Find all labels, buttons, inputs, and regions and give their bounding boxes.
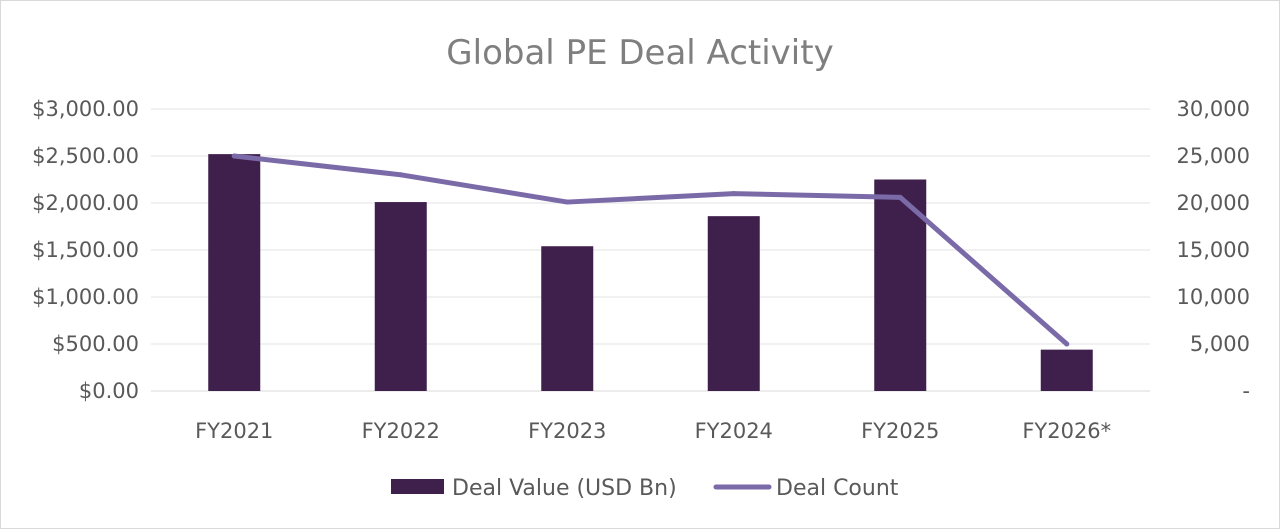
bar-deal-value [541,246,594,391]
left-tick-label: $2,000.00 [32,191,139,215]
right-tick-label: 15,000 [1177,238,1250,262]
deal-count-line [231,153,1070,347]
right-tick-label: 25,000 [1177,144,1250,168]
bar-deal-value [208,154,261,391]
bar-deal-value [374,202,427,391]
gridlines [151,108,1150,392]
legend-swatch-deal-value [391,479,444,494]
left-tick-label: $500.00 [52,332,139,356]
right-tick-label: - [1242,379,1250,403]
x-tick-label: FY2026* [1022,419,1111,443]
left-tick-label: $3,000.00 [32,97,139,121]
legend-label-deal-value: Deal Value (USD Bn) [452,476,677,501]
right-tick-label: 5,000 [1190,332,1250,356]
legend: Deal Value (USD Bn) Deal Count [391,476,899,501]
deal-count-point [731,191,737,197]
x-axis: FY2021 FY2022 FY2023 FY2024 FY2025 FY2026* [195,419,1111,443]
deal-count-point [1064,341,1070,347]
x-tick-label: FY2022 [362,419,440,443]
right-axis: - 5,000 10,000 15,000 20,000 25,000 30,000 [1177,97,1250,403]
right-tick-label: 10,000 [1177,285,1250,309]
left-tick-label: $1,500.00 [32,238,139,262]
x-tick-label: FY2023 [528,419,606,443]
x-tick-label: FY2021 [195,419,273,443]
chart-title: Global PE Deal Activity [446,33,833,73]
left-tick-label: $0.00 [79,379,139,403]
bars [208,154,1093,391]
left-axis: $0.00 $500.00 $1,000.00 $1,500.00 $2,000.00 $… [32,97,139,403]
bar-deal-value [707,216,760,391]
deal-count-line-group [231,153,1070,347]
deal-count-point [564,199,570,205]
deal-count-point [398,172,404,178]
x-tick-label: FY2025 [861,419,939,443]
bar-deal-value [1040,349,1093,391]
x-tick-label: FY2024 [695,419,773,443]
right-tick-label: 20,000 [1177,191,1250,215]
left-tick-label: $1,000.00 [32,285,139,309]
deal-count-point [897,194,903,200]
left-tick-label: $2,500.00 [32,144,139,168]
deal-count-point [231,153,237,159]
right-tick-label: 30,000 [1177,97,1250,121]
legend-label-deal-count: Deal Count [776,476,899,501]
